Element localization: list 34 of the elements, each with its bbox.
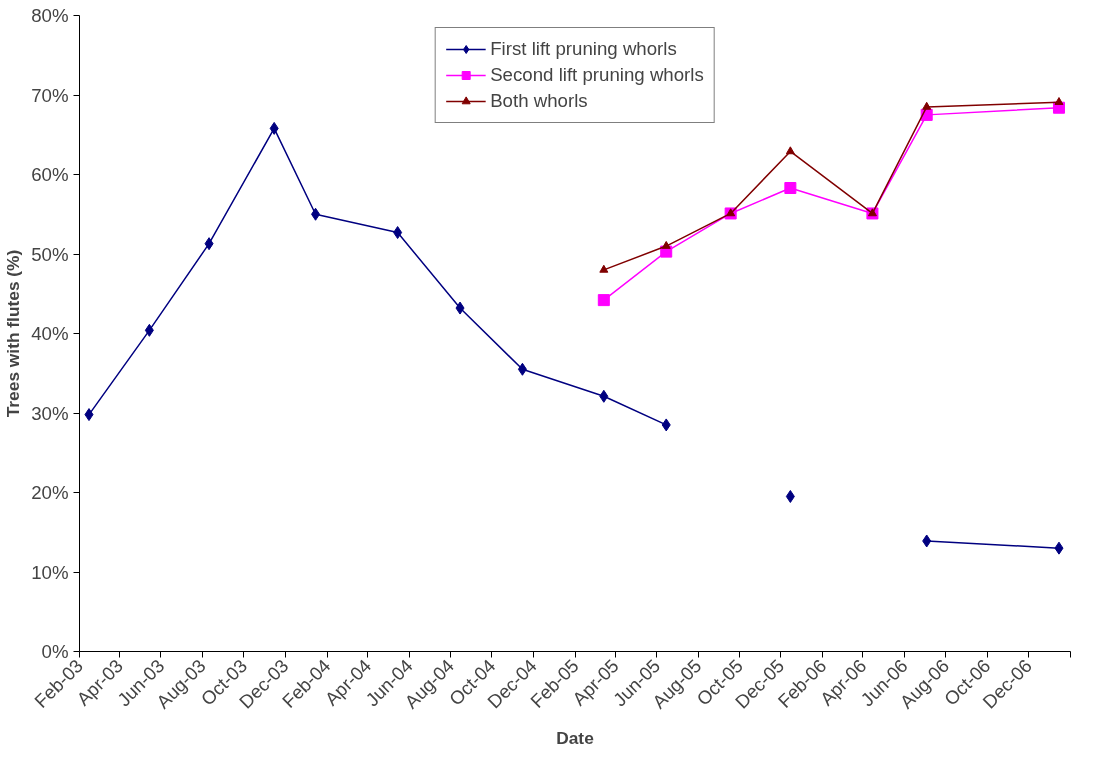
legend-label: First lift pruning whorls [490, 38, 677, 60]
point [785, 489, 795, 503]
y-tick-label: 70% [31, 84, 69, 106]
y-tick-label: 0% [41, 641, 69, 662]
point [661, 418, 671, 432]
point [661, 240, 671, 249]
x-axis-title: Date [556, 727, 595, 748]
point [84, 408, 94, 422]
point [517, 362, 527, 376]
y-tick-label: 10% [31, 561, 69, 583]
point [204, 237, 214, 251]
y-tick-label: 30% [31, 402, 69, 424]
point [144, 323, 154, 337]
point [455, 301, 465, 315]
point [393, 226, 403, 240]
point [784, 182, 797, 195]
point [311, 207, 321, 221]
y-tick-label: 20% [31, 482, 69, 503]
point [1054, 97, 1064, 105]
point [599, 389, 609, 403]
legend-label: Both whorls [490, 90, 588, 112]
legend-label: Second lift pruning whorls [490, 64, 704, 86]
y-axis-title: Trees with flutes (%) [3, 249, 24, 418]
point [922, 534, 932, 548]
point [785, 146, 795, 155]
y-tick-label: 50% [31, 243, 69, 265]
y-tick-label: 80% [31, 5, 69, 26]
point [597, 294, 610, 307]
point [269, 121, 279, 135]
point [599, 264, 609, 273]
point [922, 101, 932, 110]
y-tick-label: 60% [31, 164, 69, 185]
point [1054, 541, 1064, 555]
y-tick-label: 40% [31, 323, 69, 344]
